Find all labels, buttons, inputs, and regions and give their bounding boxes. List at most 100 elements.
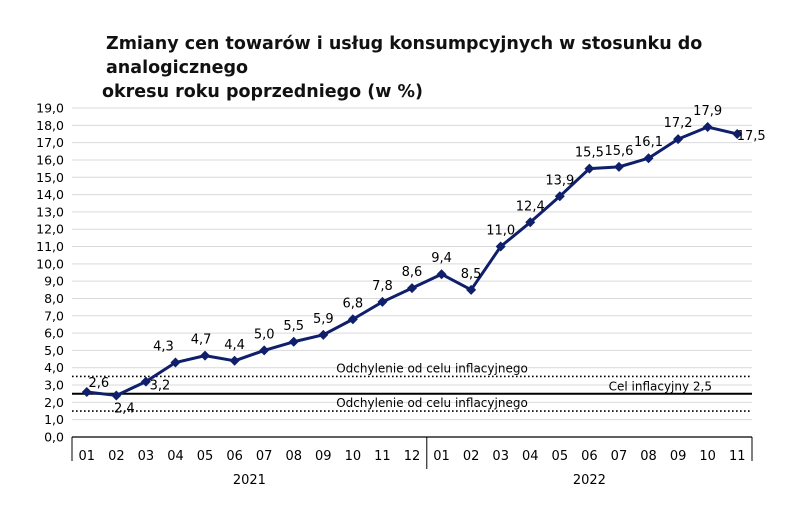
x-tick-label: 09 [670,449,687,464]
y-tick-label: 16,0 [36,152,64,167]
data-label: 8,6 [402,265,423,280]
data-point-marker [554,191,565,202]
reference-lines: Cel inflacyjny 2,5 Odchylenie od celu inf… [72,361,752,412]
data-label: 9,4 [431,251,452,266]
y-tick-label: 13,0 [36,204,64,219]
data-label: 13,9 [545,173,574,188]
x-tick-label: 02 [463,449,480,464]
data-label: 5,5 [283,319,304,334]
data-label: 2,4 [114,401,135,416]
data-labels: 2,6 2,4 3,2 4,3 4,7 4,4 5,0 5,5 5,9 6,8 7,8 8,6 9,4 8… [88,104,765,416]
data-point-marker [732,128,743,139]
data-point-marker [229,355,240,366]
y-tick-label: 5,0 [44,343,64,358]
deviation-label: Odchylenie od celu inflacyjnego [336,361,528,375]
data-label: 17,5 [737,129,766,144]
data-label: 3,2 [150,379,171,394]
data-point-marker [436,269,447,280]
data-label: 15,6 [604,144,633,159]
chart-title-line-2: okresu roku poprzedniego (w %) [102,82,424,102]
y-tick-label: 6,0 [44,326,64,341]
data-point-marker [495,241,506,252]
x-tick-label: 12 [404,449,421,464]
year-label: 2022 [573,473,606,488]
x-tick-label: 10 [345,449,362,464]
x-tick-label: 06 [581,449,598,464]
data-label: 15,5 [575,146,604,161]
y-tick-label: 0,0 [44,430,64,445]
x-tick-label: 02 [108,449,125,464]
data-point-marker [407,283,417,294]
target-label: Cel inflacyjny 2,5 [609,380,712,394]
data-point-marker [288,336,299,347]
x-tick-label: 08 [640,449,657,464]
data-label: 5,9 [313,312,334,327]
y-tick-label: 19,0 [36,101,64,116]
cpi-series [81,122,743,401]
data-point-marker [318,329,329,340]
x-tick-label: 10 [699,449,716,464]
data-label: 5,0 [254,327,275,342]
data-label: 7,8 [372,279,393,294]
gridlines [72,107,752,421]
y-tick-label: 17,0 [36,135,64,150]
chart-title: Zmiany cen towarów i usług konsumpcyjnyc… [102,32,786,104]
data-label: 4,7 [191,333,212,348]
y-tick-label: 9,0 [44,274,64,289]
data-label: 11,0 [486,224,515,239]
data-point-marker [643,153,654,164]
y-tick-label: 4,0 [44,360,64,375]
data-point-marker [584,163,595,174]
data-point-marker [466,284,477,295]
x-tick-label: 07 [611,449,628,464]
y-axis-tick-labels: 0,0 1,0 2,0 3,0 4,0 5,0 6,0 7,0 8,0 9,0 10,0 11,0 12… [36,101,64,445]
x-tick-label: 11 [729,449,746,464]
y-tick-label: 14,0 [36,187,64,202]
y-tick-label: 12,0 [36,222,64,237]
y-tick-label: 15,0 [36,170,64,185]
data-point-marker [347,314,358,325]
x-tick-label: 06 [226,449,243,464]
data-point-marker [81,386,92,397]
data-point-marker [259,345,270,356]
data-point-marker [613,161,624,172]
data-label: 4,4 [224,338,245,353]
x-tick-label: 04 [167,449,184,464]
x-tick-label: 03 [138,449,155,464]
y-tick-label: 7,0 [44,308,64,323]
data-label: 16,1 [634,135,663,150]
data-label: 4,3 [153,340,174,355]
data-point-marker [673,134,684,145]
x-tick-label: 08 [285,449,302,464]
data-point-marker [702,122,713,133]
year-label: 2021 [233,473,266,488]
data-label: 6,8 [343,296,364,311]
data-label: 17,2 [664,116,693,131]
data-point-marker [140,376,151,387]
data-point-marker [170,357,181,368]
deviation-label: Odchylenie od celu inflacyjnego [336,396,528,410]
data-point-marker [111,390,122,401]
data-point-marker [377,296,388,307]
data-point-marker [200,350,211,361]
x-tick-label: 11 [374,449,391,464]
data-point-marker [525,217,536,228]
y-tick-label: 1,0 [44,412,64,427]
x-tick-label: 03 [492,449,509,464]
y-tick-label: 11,0 [36,239,64,254]
y-tick-label: 18,0 [36,118,64,133]
x-tick-label: 05 [197,449,214,464]
x-tick-label: 07 [256,449,273,464]
data-label: 12,4 [516,199,545,214]
x-tick-label: 01 [79,449,96,464]
chart-title-line-1: Zmiany cen towarów i usług konsumpcyjnyc… [106,34,703,78]
y-tick-label: 10,0 [36,256,64,271]
x-tick-label: 04 [522,449,539,464]
y-tick-label: 3,0 [44,378,64,393]
x-tick-label: 09 [315,449,332,464]
x-tick-label: 01 [433,449,450,464]
series-line [86,125,738,397]
data-label: 2,6 [88,376,109,391]
y-tick-label: 2,0 [44,395,64,410]
